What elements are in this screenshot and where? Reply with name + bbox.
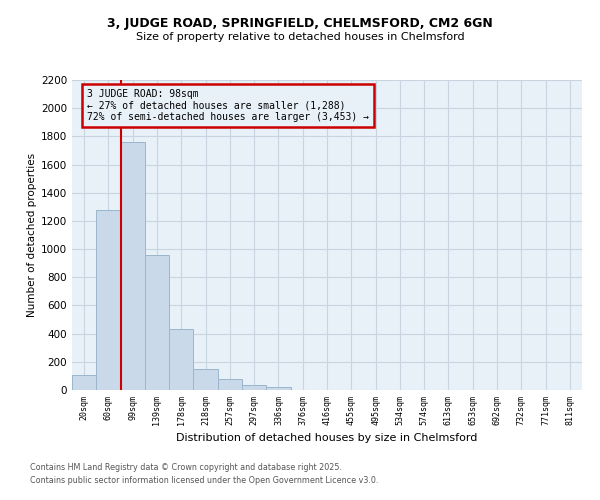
Bar: [121, 142, 145, 390]
Text: 3 JUDGE ROAD: 98sqm
← 27% of detached houses are smaller (1,288)
72% of semi-det: 3 JUDGE ROAD: 98sqm ← 27% of detached ho…: [88, 90, 370, 122]
Text: Contains public sector information licensed under the Open Government Licence v3: Contains public sector information licen…: [30, 476, 379, 485]
Text: 3, JUDGE ROAD, SPRINGFIELD, CHELMSFORD, CM2 6GN: 3, JUDGE ROAD, SPRINGFIELD, CHELMSFORD, …: [107, 18, 493, 30]
Bar: [145, 254, 169, 390]
Bar: [266, 387, 290, 390]
Bar: [193, 369, 218, 390]
Bar: [96, 210, 121, 390]
Bar: [242, 385, 266, 390]
Text: Size of property relative to detached houses in Chelmsford: Size of property relative to detached ho…: [136, 32, 464, 42]
X-axis label: Distribution of detached houses by size in Chelmsford: Distribution of detached houses by size …: [176, 433, 478, 443]
Bar: [169, 330, 193, 390]
Bar: [72, 374, 96, 390]
Bar: [218, 380, 242, 390]
Y-axis label: Number of detached properties: Number of detached properties: [27, 153, 37, 317]
Text: Contains HM Land Registry data © Crown copyright and database right 2025.: Contains HM Land Registry data © Crown c…: [30, 464, 342, 472]
